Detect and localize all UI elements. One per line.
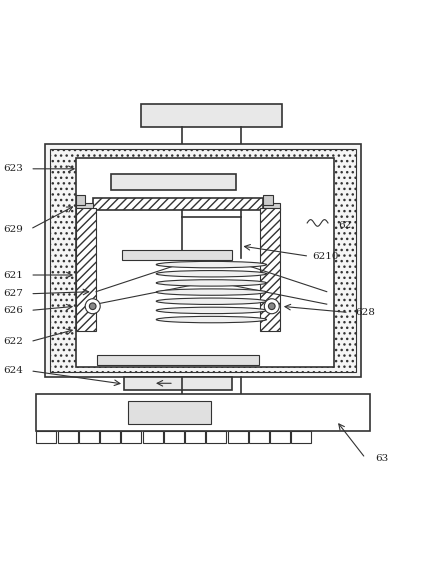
Circle shape <box>264 299 279 314</box>
Ellipse shape <box>156 289 266 296</box>
Text: 622: 622 <box>4 337 24 346</box>
Circle shape <box>89 303 96 309</box>
Text: 627: 627 <box>4 289 24 298</box>
Text: 629: 629 <box>4 225 24 233</box>
Bar <box>37 431 56 443</box>
Bar <box>264 203 280 210</box>
Text: 624: 624 <box>4 366 24 375</box>
Text: 63: 63 <box>376 454 389 463</box>
Bar <box>128 401 211 424</box>
Bar <box>228 431 248 443</box>
Bar <box>164 431 184 443</box>
Bar <box>264 194 273 205</box>
Bar <box>93 198 264 210</box>
Ellipse shape <box>156 307 266 313</box>
Ellipse shape <box>156 279 266 286</box>
Bar <box>45 144 361 377</box>
Bar <box>37 394 370 431</box>
Bar <box>143 431 163 443</box>
Bar <box>291 431 312 443</box>
Bar <box>141 104 282 127</box>
Bar <box>76 158 334 367</box>
Bar <box>112 174 236 190</box>
Text: 626: 626 <box>4 306 24 315</box>
Text: 6210: 6210 <box>313 252 339 261</box>
Bar <box>76 203 93 210</box>
Circle shape <box>269 303 275 309</box>
Bar <box>122 250 232 260</box>
Bar <box>79 431 99 443</box>
Ellipse shape <box>156 262 266 268</box>
Bar <box>124 377 232 389</box>
Bar <box>50 150 356 371</box>
Text: 623: 623 <box>4 164 24 173</box>
Text: 62: 62 <box>338 221 351 229</box>
Bar <box>185 431 205 443</box>
Bar <box>249 431 269 443</box>
Bar <box>206 431 226 443</box>
Text: 621: 621 <box>4 270 24 279</box>
Bar <box>97 355 259 365</box>
Bar <box>260 208 280 331</box>
Circle shape <box>85 299 100 314</box>
Ellipse shape <box>156 316 266 323</box>
Ellipse shape <box>156 298 266 304</box>
Bar <box>58 431 78 443</box>
Bar <box>76 194 85 205</box>
Text: 628: 628 <box>356 308 376 317</box>
Ellipse shape <box>156 271 266 277</box>
Bar <box>76 208 96 331</box>
Bar <box>121 431 141 443</box>
Bar <box>100 431 120 443</box>
Bar <box>270 431 290 443</box>
